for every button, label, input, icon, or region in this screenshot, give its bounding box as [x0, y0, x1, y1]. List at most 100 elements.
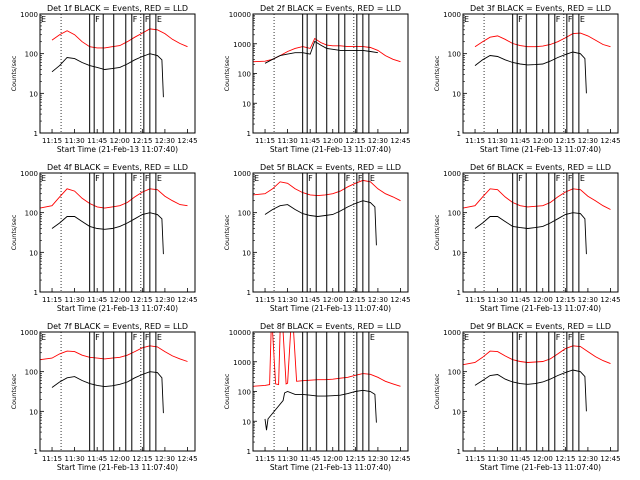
- det-8-y-tick-label: 100: [238, 389, 251, 397]
- det-6-event-marker: E: [464, 174, 469, 183]
- det-8-y-tick-label: 1: [247, 448, 251, 456]
- det-7-x-tick-label: 11:45: [87, 455, 107, 463]
- det-3-flare-marker: F: [518, 15, 523, 24]
- det-7-y-tick-label: 100: [25, 369, 38, 377]
- det-1-x-tick-label: 12:45: [177, 137, 197, 145]
- det-2-y-tick-label: 1000: [233, 41, 251, 49]
- det-9-flare-marker: F: [556, 333, 561, 342]
- det-5-y-tick-label: 10: [242, 249, 251, 257]
- det-7-event-marker: E: [41, 333, 46, 342]
- det-7-title: Det 7f BLACK = Events, RED = LLD: [47, 322, 188, 331]
- det-4-flare-marker: F: [133, 174, 138, 183]
- det-2-title: Det 2f BLACK = Events, RED = LLD: [260, 4, 401, 13]
- det-4-x-tick-label: 12:30: [155, 296, 175, 304]
- det-5-chart: Det 5f BLACK = Events, RED = LLD Start Ti…: [223, 163, 411, 313]
- det-1-x-tick-label: 11:15: [42, 137, 62, 145]
- det-1-y-axis-label: Counts/sec: [10, 55, 18, 91]
- det-2-x-tick-label: 11:15: [255, 137, 275, 145]
- det-3-event-marker: E: [580, 15, 585, 24]
- det-7-event-marker: E: [157, 333, 162, 342]
- det-1-x-tick-label: 11:30: [65, 137, 85, 145]
- det-9-axes-frame: [462, 331, 619, 452]
- det-8-chart: Det 8f BLACK = Events, RED = LLD Start Ti…: [223, 322, 411, 472]
- det-7-flare-marker: F: [133, 333, 138, 342]
- det-4-y-tick-label: 1000: [20, 170, 38, 178]
- det-1-axes-frame: [39, 13, 196, 134]
- det-3-x-axis-label: Start Time (21-Feb-13 11:07:40): [480, 145, 601, 154]
- det-2-x-tick-label: 12:00: [323, 137, 343, 145]
- det-6-axes-frame: [462, 172, 619, 293]
- det-5-x-tick-label: 11:45: [300, 296, 320, 304]
- det-8-axes-frame: [252, 331, 409, 452]
- det-9-x-tick-label: 11:15: [465, 455, 485, 463]
- det-8-x-tick-label: 11:45: [300, 455, 320, 463]
- det-5-x-tick-label: 12:00: [323, 296, 343, 304]
- det-1-title: Det 1f BLACK = Events, RED = LLD: [47, 4, 188, 13]
- det-6-flare-marker: F: [556, 174, 561, 183]
- det-8-x-tick-label: 11:15: [255, 455, 275, 463]
- det-4-event-marker: E: [157, 174, 162, 183]
- det-8-x-axis-label: Start Time (21-Feb-13 11:07:40): [270, 463, 391, 472]
- det-6-x-tick-label: 12:30: [578, 296, 598, 304]
- det-3-chart: Det 3f BLACK = Events, RED = LLD Start Ti…: [433, 4, 621, 154]
- det-3-y-tick-label: 1000: [443, 11, 461, 19]
- det-7-y-tick-label: 10: [29, 408, 38, 416]
- det-2-x-tick-label: 11:30: [278, 137, 298, 145]
- det-1-y-tick-label: 100: [25, 51, 38, 59]
- det-8-red-lld-line: [252, 331, 401, 387]
- det-5-y-tick-label: 100: [238, 210, 251, 218]
- det-6-x-axis-label: Start Time (21-Feb-13 11:07:40): [480, 304, 601, 313]
- det-9-y-tick-label: 1: [457, 448, 461, 456]
- det-6-x-tick-label: 12:45: [600, 296, 620, 304]
- det-3-axes-frame: [462, 13, 619, 134]
- det-4-event-marker: E: [41, 174, 46, 183]
- det-4-x-tick-label: 11:15: [42, 296, 62, 304]
- det-9-x-tick-label: 11:30: [488, 455, 508, 463]
- det-3-title: Det 3f BLACK = Events, RED = LLD: [470, 4, 611, 13]
- det-3-flare-marker: F: [556, 15, 561, 24]
- det-1-x-axis-label: Start Time (21-Feb-13 11:07:40): [57, 145, 178, 154]
- det-3-x-tick-label: 12:15: [555, 137, 575, 145]
- det-7-x-tick-label: 12:30: [155, 455, 175, 463]
- det-4-x-tick-label: 11:30: [65, 296, 85, 304]
- det-5-flare-marker: F: [308, 174, 313, 183]
- det-4-flare-marker: F: [95, 174, 100, 183]
- det-4-chart: Det 4f BLACK = Events, RED = LLD Start Ti…: [10, 163, 198, 313]
- det-2-y-tick-label: 1: [247, 130, 251, 138]
- det-7-black-events-line: [51, 371, 164, 414]
- det-6-x-tick-label: 11:15: [465, 296, 485, 304]
- det-7-x-tick-label: 12:15: [132, 455, 152, 463]
- det-2-y-tick-label: 100: [238, 71, 251, 79]
- det-3-flare-marker: F: [568, 15, 573, 24]
- det-4-black-events-line: [51, 212, 164, 255]
- det-2-axes-frame: [252, 13, 409, 134]
- det-5-flare-marker: F: [346, 174, 351, 183]
- det-2-chart: Det 2f BLACK = Events, RED = LLD Start Ti…: [223, 4, 411, 154]
- det-5-flare-marker: F: [358, 174, 363, 183]
- det-3-x-tick-label: 11:15: [465, 137, 485, 145]
- det-8-x-tick-label: 12:00: [323, 455, 343, 463]
- det-6-y-tick-label: 1: [457, 289, 461, 297]
- det-6-black-events-line: [474, 212, 587, 255]
- det-3-x-tick-label: 12:00: [533, 137, 553, 145]
- det-4-x-tick-label: 12:45: [177, 296, 197, 304]
- det-5-y-axis-label: Counts/sec: [223, 214, 231, 250]
- det-4-x-tick-label: 12:00: [110, 296, 130, 304]
- det-7-flare-marker: F: [95, 333, 100, 342]
- det-9-y-tick-label: 100: [448, 369, 461, 377]
- det-6-x-tick-label: 11:45: [510, 296, 530, 304]
- det-3-y-axis-label: Counts/sec: [433, 55, 441, 91]
- det-9-y-tick-label: 10: [452, 408, 461, 416]
- det-6-y-tick-label: 10: [452, 249, 461, 257]
- det-3-x-tick-label: 12:45: [600, 137, 620, 145]
- det-2-x-tick-label: 12:30: [368, 137, 388, 145]
- det-5-x-axis-label: Start Time (21-Feb-13 11:07:40): [270, 304, 391, 313]
- det-3-y-tick-label: 10: [452, 90, 461, 98]
- det-2-x-axis-label: Start Time (21-Feb-13 11:07:40): [270, 145, 391, 154]
- det-6-x-tick-label: 12:00: [533, 296, 553, 304]
- det-5-event-marker: E: [370, 174, 375, 183]
- det-7-axes-frame: [39, 331, 196, 452]
- det-7-red-lld-line: [39, 345, 188, 362]
- det-5-y-tick-label: 1: [247, 289, 251, 297]
- det-3-event-marker: E: [464, 15, 469, 24]
